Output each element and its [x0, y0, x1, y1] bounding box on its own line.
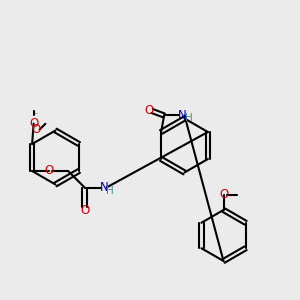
Text: O: O	[144, 104, 153, 118]
Text: O: O	[219, 188, 228, 202]
Text: O: O	[80, 204, 89, 217]
Text: O: O	[32, 123, 41, 136]
Text: N: N	[100, 181, 109, 194]
Text: N: N	[178, 109, 187, 122]
Text: methyl: methyl	[34, 112, 39, 114]
Text: H: H	[106, 185, 113, 196]
Text: O: O	[44, 164, 53, 178]
Text: O: O	[29, 117, 38, 130]
Text: H: H	[185, 113, 193, 123]
